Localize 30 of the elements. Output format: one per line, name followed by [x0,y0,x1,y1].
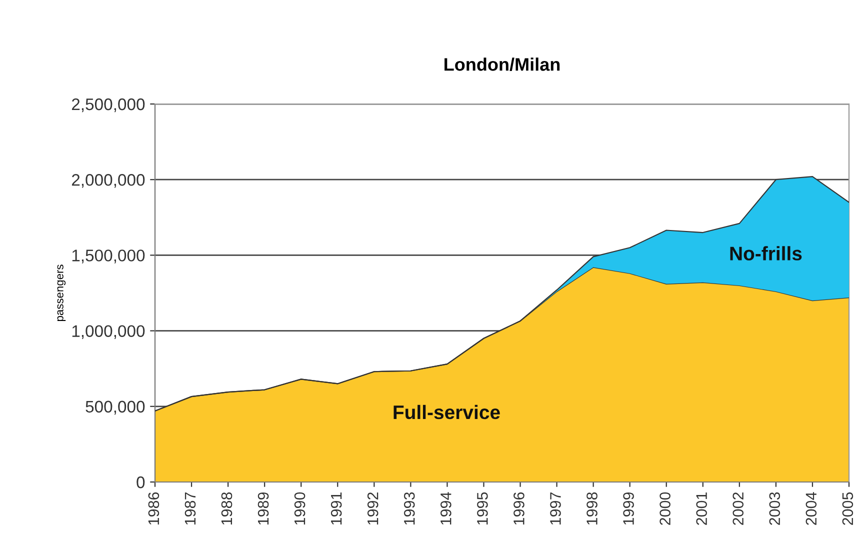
x-tick-label: 2004 [806,492,817,525]
y-tick-label: 2,000,000 [72,174,145,188]
x-tick-label: 2001 [696,492,707,525]
y-axis-title: passengers [57,264,66,322]
x-tick-label: 2002 [732,492,744,525]
x-tick-label: 1989 [258,492,269,525]
y-tick-label: 500,000 [86,400,145,415]
x-tick-label: 1999 [623,492,634,525]
x-tick-label: 2003 [769,492,780,525]
x-tick-label: 1990 [294,492,306,525]
x-tick-label: 1992 [367,492,378,525]
y-tick-label: 2,500,000 [72,98,145,112]
x-tick-label: 1988 [221,492,232,525]
y-tick-label: 0 [136,476,145,488]
series-label: No-frills [730,246,802,260]
x-tick-label: 1993 [404,492,415,525]
x-tick-label: 1995 [477,492,488,525]
x-tick-label: 1991 [330,492,342,525]
x-tick-label: 1996 [514,492,524,525]
x-tick-label: 1994 [440,492,452,525]
x-tick-label: 1997 [550,492,561,525]
x-tick-label: 1987 [184,492,196,525]
series-label: Full-service [394,404,500,420]
x-tick-label: 1998 [586,492,598,525]
chart-title: London/Milan [444,58,560,72]
x-tick-label: 1986 [148,492,160,525]
x-tick-label: 2005 [842,492,854,525]
y-tick-label: 1,500,000 [72,250,145,264]
x-tick-label: 2000 [660,492,670,525]
y-tick-label: 1,000,000 [72,325,145,339]
